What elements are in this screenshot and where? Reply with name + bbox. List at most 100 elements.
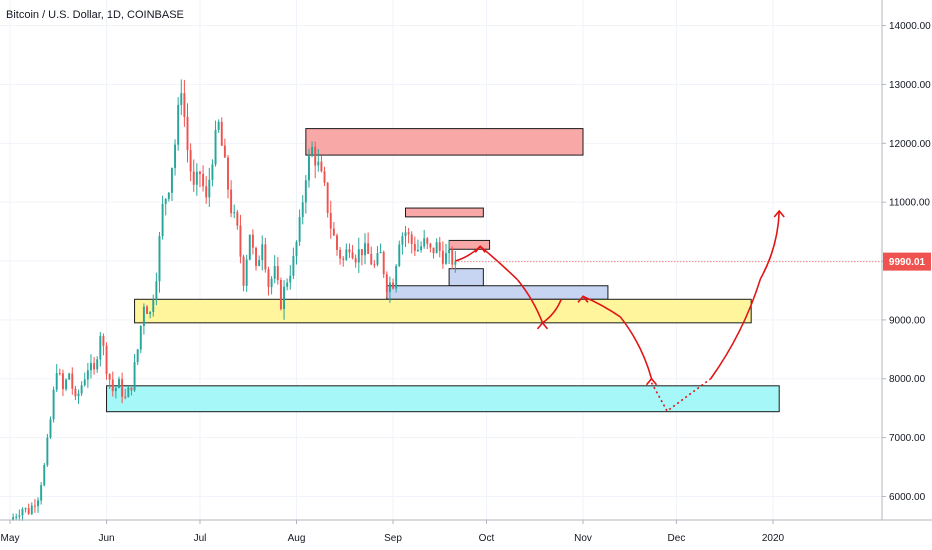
candle bbox=[432, 247, 435, 259]
candle bbox=[211, 159, 214, 187]
candle bbox=[233, 204, 236, 219]
arrowhead bbox=[645, 377, 658, 386]
candle bbox=[149, 311, 152, 319]
candle-body bbox=[227, 157, 229, 190]
candle-body bbox=[124, 396, 127, 398]
resistance-zone bbox=[405, 207, 484, 218]
x-tick-label: 2020 bbox=[762, 533, 785, 544]
candle-body bbox=[198, 171, 201, 174]
candle bbox=[177, 97, 180, 151]
candle bbox=[83, 372, 86, 387]
candle bbox=[186, 103, 189, 163]
candle bbox=[37, 497, 39, 513]
candle-body bbox=[301, 202, 304, 218]
candle-body bbox=[323, 171, 326, 183]
candle-body bbox=[40, 485, 43, 501]
candle-body bbox=[161, 203, 164, 237]
candle bbox=[392, 278, 395, 290]
candle bbox=[279, 277, 282, 311]
candle-body bbox=[146, 306, 148, 315]
candle-body bbox=[242, 256, 245, 286]
candle bbox=[395, 264, 398, 293]
y-tick-label: 6000.00 bbox=[889, 492, 926, 503]
candle bbox=[245, 254, 248, 292]
candle bbox=[264, 238, 267, 273]
candle bbox=[223, 138, 226, 158]
candle-body bbox=[65, 379, 68, 390]
candle bbox=[239, 214, 242, 264]
candle-body bbox=[354, 258, 357, 263]
candle-body bbox=[360, 249, 363, 256]
candle bbox=[189, 143, 192, 182]
candle-body bbox=[401, 236, 404, 245]
candle-body bbox=[454, 261, 457, 265]
candle-body bbox=[314, 146, 317, 166]
candle bbox=[357, 237, 360, 273]
candle-body bbox=[267, 269, 270, 288]
candle bbox=[195, 163, 198, 196]
candle-body bbox=[392, 282, 395, 289]
candle-body bbox=[220, 121, 223, 146]
candle-body bbox=[55, 373, 58, 390]
candle bbox=[273, 255, 276, 284]
candle bbox=[127, 385, 130, 398]
candle-body bbox=[445, 253, 447, 264]
candle bbox=[15, 513, 18, 521]
candle bbox=[142, 303, 145, 335]
x-tick-label: Oct bbox=[479, 533, 495, 544]
candle-body bbox=[320, 161, 323, 172]
candle bbox=[426, 237, 429, 250]
candle bbox=[61, 369, 64, 397]
candle-body bbox=[413, 244, 416, 251]
candle bbox=[329, 200, 332, 239]
candle-body bbox=[24, 508, 27, 510]
candle-body bbox=[211, 164, 214, 180]
y-tick-label: 11000.00 bbox=[889, 198, 930, 209]
candle-body bbox=[248, 234, 251, 260]
candle bbox=[385, 271, 388, 298]
arrowhead bbox=[577, 295, 589, 303]
candle-body bbox=[155, 281, 158, 300]
candle-body bbox=[332, 228, 335, 236]
x-tick-label: Jun bbox=[98, 533, 114, 544]
candle bbox=[348, 243, 351, 259]
candle-body bbox=[283, 286, 286, 310]
candle-body bbox=[180, 93, 183, 105]
candle-body bbox=[448, 249, 451, 254]
candle-body bbox=[416, 249, 419, 251]
candle bbox=[114, 386, 117, 399]
candle-body bbox=[130, 387, 133, 391]
candle bbox=[407, 227, 410, 244]
candle bbox=[71, 367, 74, 395]
candle-body bbox=[230, 189, 233, 214]
candle-body bbox=[326, 182, 329, 213]
candle-body bbox=[27, 508, 30, 514]
y-tick-label: 7000.00 bbox=[889, 433, 926, 444]
candle-body bbox=[49, 419, 52, 438]
last-price-label: 9990.01 bbox=[889, 257, 926, 268]
demand-zone bbox=[106, 385, 780, 413]
candle bbox=[192, 159, 195, 192]
candle bbox=[286, 278, 289, 291]
candle-body bbox=[339, 249, 342, 259]
candle-body bbox=[373, 264, 376, 266]
candle-body bbox=[183, 93, 186, 117]
candle-body bbox=[102, 336, 105, 346]
candle-body bbox=[133, 362, 136, 391]
candle bbox=[43, 462, 46, 487]
candle-body bbox=[208, 179, 211, 198]
candle-body bbox=[223, 145, 226, 158]
candle bbox=[251, 229, 254, 255]
candle-body bbox=[71, 373, 74, 389]
arrowhead bbox=[773, 209, 785, 218]
candle-body bbox=[311, 146, 314, 156]
candle bbox=[292, 247, 295, 280]
candle bbox=[410, 231, 413, 254]
candle-body bbox=[177, 104, 180, 145]
candle bbox=[354, 254, 357, 268]
candle bbox=[336, 233, 338, 256]
candle bbox=[248, 234, 251, 261]
candle bbox=[205, 176, 208, 204]
candle-body bbox=[407, 232, 410, 235]
